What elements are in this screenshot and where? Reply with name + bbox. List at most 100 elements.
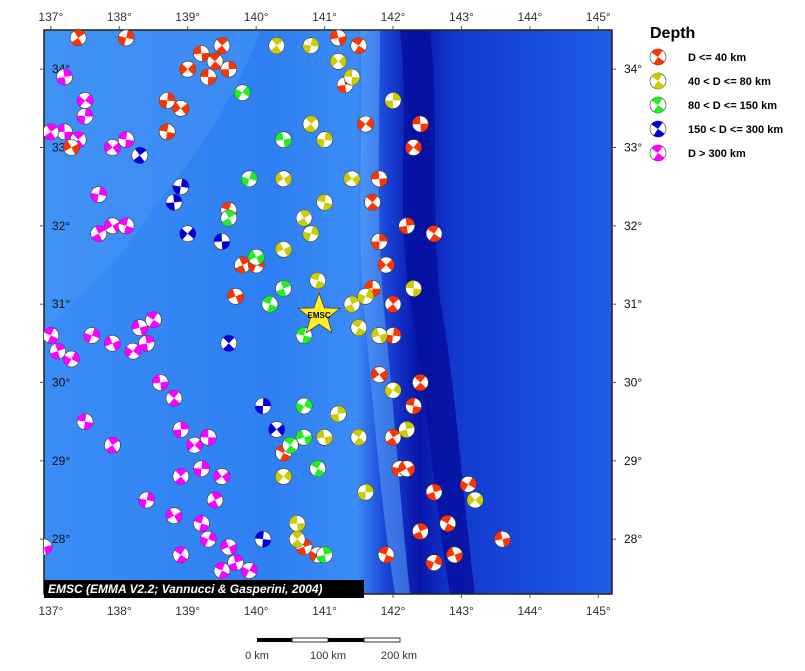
event-beachball (295, 397, 313, 415)
event-beachball (357, 288, 374, 305)
event-beachball (165, 194, 183, 211)
event-beachball (152, 374, 169, 391)
scale-label-0: 0 km (245, 650, 269, 662)
lon-tick-label-bottom: 144° (517, 604, 542, 618)
event-beachball (384, 382, 402, 399)
event-beachball (193, 515, 210, 532)
event-beachball (138, 335, 155, 352)
event-beachball (309, 272, 327, 289)
event-beachball (165, 389, 183, 407)
event-beachball (186, 436, 203, 454)
event-beachball (384, 92, 402, 109)
legend-label: D > 300 km (688, 148, 746, 160)
event-beachball (384, 295, 402, 313)
event-beachball (398, 217, 415, 235)
legend-label: D <= 40 km (688, 52, 746, 64)
shelf-feature (44, 30, 260, 330)
event-beachball (220, 538, 238, 556)
event-beachball (357, 483, 374, 501)
event-beachball (329, 30, 347, 47)
lat-tick-label-left: 31° (52, 297, 70, 311)
event-beachball (275, 241, 292, 258)
scale-bar: 0 km 100 km 200 km (245, 637, 417, 662)
event-beachball (220, 60, 238, 78)
event-beachball (56, 68, 73, 86)
event-beachball (302, 115, 320, 133)
event-beachball (213, 37, 231, 54)
event-beachball (398, 460, 415, 477)
event-beachball (268, 421, 285, 438)
event-beachball (69, 30, 87, 47)
event-beachball (213, 468, 231, 485)
credit-text: EMSC (EMMA V2.2; Vannucci & Gasperini, 2… (48, 582, 323, 596)
event-beachball (199, 429, 217, 446)
event-beachball (90, 186, 108, 203)
lat-tick-label-right: 31° (624, 297, 642, 311)
event-beachball (282, 436, 299, 454)
lon-tick-label-bottom: 145° (586, 604, 611, 618)
event-beachball (412, 115, 429, 133)
lat-tick-label-right: 34° (624, 62, 642, 76)
graticule: 137° 137° 138° 138° 139° 139° 140° 140° 141° 141°… (38, 10, 642, 618)
event-beachball (459, 476, 477, 493)
legend-beachball (649, 72, 667, 90)
legend-label: 40 < D <= 80 km (688, 76, 771, 88)
event-beachball (302, 225, 320, 242)
event-beachball (44, 538, 53, 556)
event-beachball (206, 491, 224, 509)
lon-tick-label-bottom: 141° (312, 604, 337, 618)
lat-tick-label-right: 33° (624, 141, 642, 155)
event-beachball (288, 530, 306, 548)
event-beachball (76, 92, 94, 109)
event-beachball (275, 131, 292, 148)
event-beachball (425, 225, 443, 242)
event-beachball (117, 131, 135, 148)
bathymetry-features (44, 30, 475, 594)
event-beachball (350, 37, 368, 54)
event-beachball (44, 123, 60, 141)
event-beachball (412, 523, 429, 540)
event-beachball (83, 327, 101, 344)
event-beachball (261, 295, 279, 313)
event-beachball (220, 209, 238, 227)
event-beachball (316, 429, 333, 446)
lat-tick-label-left: 30° (52, 376, 70, 390)
event-beachball (295, 209, 313, 227)
event-beachball (316, 546, 333, 564)
event-beachball (241, 562, 258, 579)
event-beachball (213, 562, 231, 579)
station-label: EMSC (308, 311, 331, 320)
event-beachball (172, 178, 190, 195)
event-beachball (117, 30, 135, 47)
credit-box (44, 580, 364, 598)
lon-tick-label-bottom: 140° (244, 604, 269, 618)
event-beachball (412, 374, 429, 391)
legend-beachball (649, 48, 667, 66)
legend-label: 80 < D <= 150 km (688, 100, 777, 112)
event-beachball (254, 397, 272, 415)
event-beachball (131, 147, 149, 164)
lat-tick-label-right: 29° (624, 454, 642, 468)
event-beachball (329, 405, 347, 423)
event-beachball (172, 468, 190, 485)
lon-tick-label-top: 139° (175, 10, 200, 24)
event-beachball (425, 554, 443, 571)
event-beachball (220, 335, 238, 352)
event-beachball (76, 107, 94, 125)
event-beachball (241, 170, 258, 188)
arc-ridge-feature (360, 30, 410, 594)
event-beachball (193, 45, 210, 62)
event-beachball (90, 225, 108, 242)
lon-tick-label-top: 142° (381, 10, 406, 24)
legend-beachball (649, 144, 667, 162)
event-beachball (329, 53, 347, 70)
event-beachball (309, 460, 327, 477)
event-beachball (446, 546, 463, 564)
event-beachball (179, 60, 197, 78)
event-beachball (343, 295, 361, 313)
event-beachball (104, 436, 121, 454)
event-beachball (172, 421, 190, 438)
lon-tick-label-bottom: 143° (449, 604, 474, 618)
lon-tick-label-top: 141° (312, 10, 337, 24)
